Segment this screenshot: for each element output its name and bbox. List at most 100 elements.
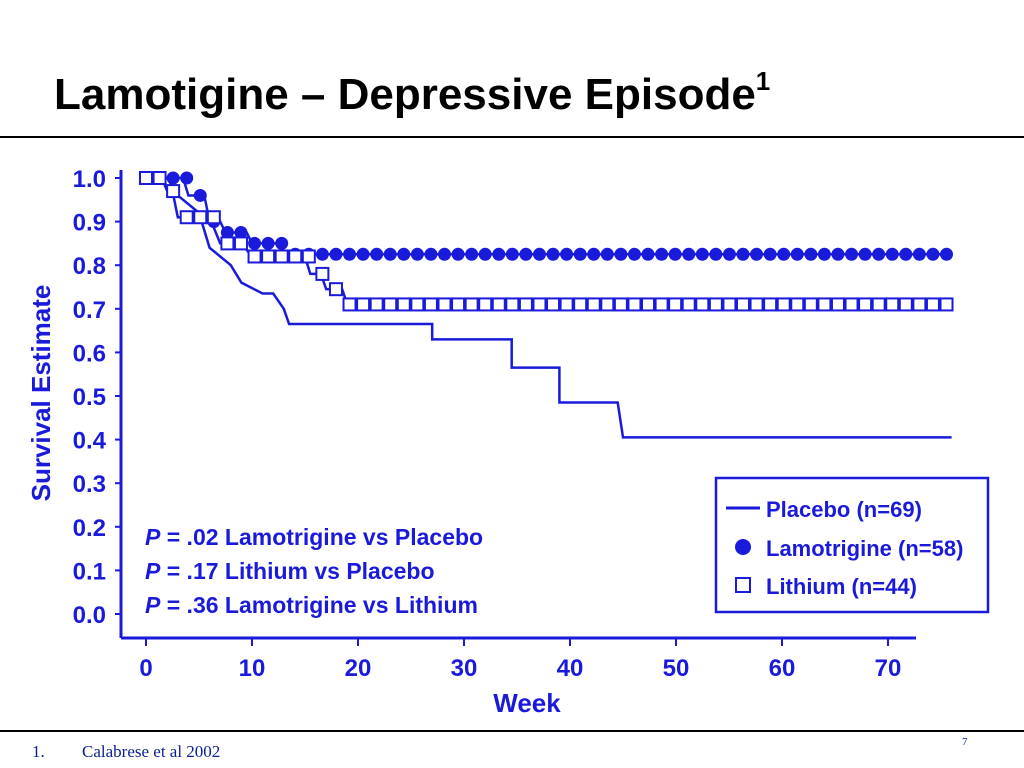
lamotrigine-marker [709,247,723,261]
lamotrigine-marker [655,247,669,261]
lamotrigine-marker [804,247,818,261]
lithium-marker [288,249,303,264]
lamotrigine-marker [532,247,546,261]
lithium-marker [898,297,913,312]
y-tick-label: 0.9 [73,210,106,237]
slide-title: Lamotigine – Depressive Episode1 [54,66,770,120]
lithium-marker [328,282,343,297]
lithium-marker [274,249,289,264]
lamotrigine-marker [885,247,899,261]
lithium-marker [763,297,778,312]
lithium-marker [858,297,873,312]
lamotrigine-marker [573,247,587,261]
chart-annotations: P = .02 Lamotrigine vs Placebo P = .17 Li… [145,524,483,618]
lithium-marker [301,249,316,264]
y-tick-label: 0.8 [73,253,106,280]
lithium-marker [518,297,533,312]
lithium-marker [559,297,574,312]
lithium-marker [912,297,927,312]
lamotrigine-marker [600,247,614,261]
lamotrigine-marker [926,247,940,261]
lithium-marker [247,249,262,264]
lamotrigine-marker [315,247,329,261]
x-tick-label: 20 [345,655,372,682]
legend-label: Lithium (n=44) [766,574,917,599]
lithium-marker [817,297,832,312]
legend-circle-swatch [735,539,751,555]
y-tick-label: 0.5 [73,384,106,411]
lamotrigine-marker [478,247,492,261]
lamotrigine-marker [519,247,533,261]
lithium-marker [803,297,818,312]
lithium-marker [491,297,506,312]
lithium-marker [396,297,411,312]
lithium-marker [383,297,398,312]
lithium-marker [369,297,384,312]
lamotrigine-marker [587,247,601,261]
lamotrigine-marker [356,247,370,261]
chart-labels: 0.0 0.1 0.2 0.3 0.4 0.5 0.6 0.7 0.8 0.9 1.0 0 10 20 30… [26,166,901,718]
lithium-marker [505,297,520,312]
lamotrigine-marker [437,247,451,261]
lithium-marker [356,297,371,312]
lithium-marker [179,210,194,225]
lamotrigine-marker [424,247,438,261]
lithium-marker [220,236,235,251]
lamotrigine-marker [695,247,709,261]
lithium-marker [233,236,248,251]
lamotrigine-marker [383,247,397,261]
lithium-marker [613,297,628,312]
lithium-marker [166,184,181,199]
lamotrigine-marker [180,171,194,185]
lithium-marker [735,297,750,312]
y-tick-label: 0.2 [73,515,106,542]
lamotrigine-marker [682,247,696,261]
p-value-annotation: P = .02 Lamotrigine vs Placebo [145,524,483,550]
lamotrigine-marker [872,247,886,261]
lamotrigine-marker [831,247,845,261]
x-tick-label: 50 [663,655,690,682]
lithium-marker [342,297,357,312]
chart-legend: Placebo (n=69) Lamotrigine (n=58) Lithium … [714,476,990,614]
lamotrigine-marker [234,226,248,239]
x-axis-label: Week [493,688,561,718]
lithium-marker [478,297,493,312]
footnote-number: 1. [32,742,45,761]
lithium-marker [668,297,683,312]
lithium-marker [410,297,425,312]
lithium-marker [464,297,479,312]
lamotrigine-marker [641,247,655,261]
lithium-marker [749,297,764,312]
lithium-marker [722,297,737,312]
x-tick-label: 60 [769,655,796,682]
p-value-annotation: P = .17 Lithium vs Placebo [145,558,435,584]
lithium-marker [885,297,900,312]
lamotrigine-marker [220,226,234,239]
y-tick-label: 0.3 [73,471,106,498]
lamotrigine-marker [465,247,479,261]
lamotrigine-marker [668,247,682,261]
lamotrigine-marker [166,171,180,185]
lamotrigine-marker [275,236,289,250]
legend-label: Lamotrigine (n=58) [766,536,963,561]
lamotrigine-marker [193,188,207,202]
lithium-marker [627,297,642,312]
lamotrigine-marker [627,247,641,261]
lamotrigine-marker [736,247,750,261]
lamotrigine-marker [790,247,804,261]
lithium-marker [261,249,276,264]
title-divider [0,136,1024,138]
footer-divider [0,730,1024,732]
lithium-marker [206,210,221,225]
y-tick-label: 0.7 [73,297,106,324]
lithium-marker [423,297,438,312]
lamotrigine-marker [560,247,574,261]
y-axis-label: Survival Estimate [26,285,56,502]
title-superscript: 1 [755,66,771,96]
survival-chart: 0.0 0.1 0.2 0.3 0.4 0.5 0.6 0.7 0.8 0.9 1.0 0 10 20 30… [26,166,990,718]
lithium-marker [586,297,601,312]
y-tick-label: 1.0 [73,166,106,193]
y-tick-label: 0.1 [73,558,106,585]
y-tick-label: 0.0 [73,602,106,629]
legend-label: Placebo (n=69) [766,497,922,522]
